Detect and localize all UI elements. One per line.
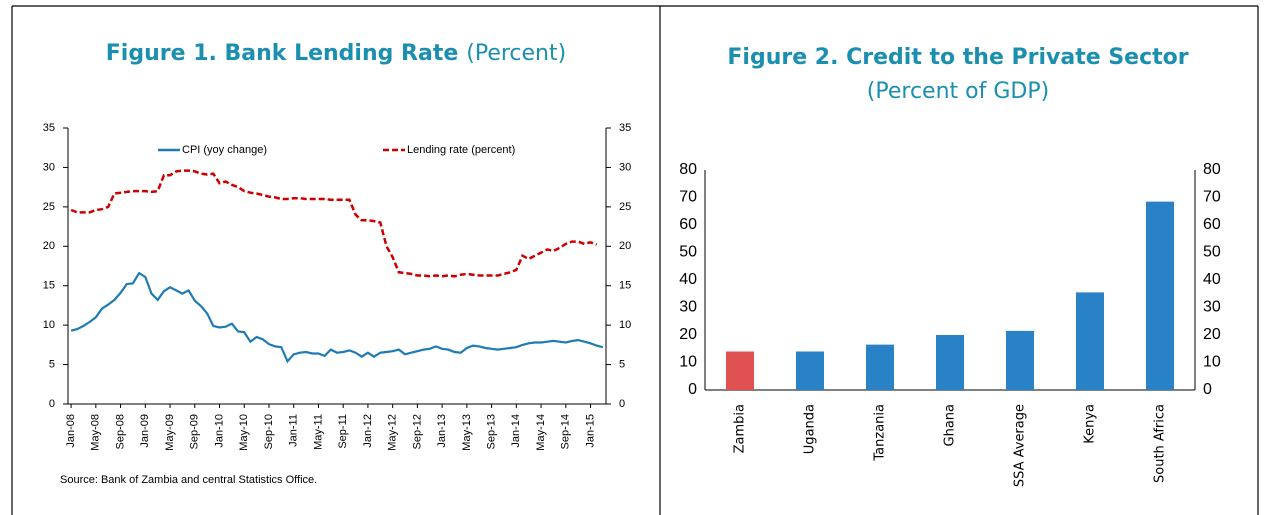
bar	[936, 335, 964, 390]
x-tick-label: Tanzania	[873, 404, 888, 462]
bar	[866, 344, 894, 390]
x-tick-label: Sep-11	[337, 414, 349, 449]
x-tick-label: Uganda	[803, 404, 818, 454]
y2-tick-label: 40	[1203, 271, 1221, 288]
source-note: Source: Bank of Zambia and central Stati…	[60, 474, 317, 486]
x-tick-label: Jan-11	[288, 414, 300, 447]
x-tick-label: South Africa	[1153, 404, 1168, 483]
x-tick-label: Jan-15	[584, 414, 596, 448]
y-tick-label: 50	[679, 244, 697, 261]
y2-tick-label: 0	[1203, 381, 1212, 398]
y2-tick-label: 35	[619, 122, 631, 134]
figure-title: Figure 2. Credit to the Private Sector	[727, 45, 1188, 70]
y-tick-label: 25	[43, 201, 55, 213]
y2-tick-label: 10	[619, 319, 631, 331]
y2-tick-label: 50	[1203, 244, 1221, 261]
bar	[796, 351, 824, 390]
y2-tick-label: 20	[619, 240, 631, 252]
x-tick-label: May-08	[90, 414, 102, 451]
y-tick-label: 20	[679, 326, 697, 343]
x-tick-label: Sep-14	[560, 414, 572, 449]
y2-tick-label: 5	[619, 358, 625, 370]
x-tick-label: Jan-12	[362, 414, 374, 448]
y2-tick-label: 70	[1203, 189, 1221, 206]
y-tick-label: 10	[43, 319, 55, 331]
y-tick-label: 35	[43, 122, 55, 134]
y-tick-label: 30	[43, 161, 55, 173]
data-line	[70, 271, 604, 364]
x-tick-label: Sep-08	[114, 414, 126, 449]
x-tick-label: May-13	[461, 414, 473, 451]
y-tick-label: 5	[49, 358, 55, 370]
figure-title: Figure 1. Bank Lending Rate (Percent)	[106, 41, 566, 66]
y-tick-label: 30	[679, 299, 697, 316]
y2-tick-label: 20	[1203, 326, 1221, 343]
x-tick-label: Jan-10	[213, 414, 225, 448]
bar	[1076, 292, 1104, 390]
y-tick-label: 0	[688, 381, 697, 398]
x-tick-label: May-10	[238, 414, 250, 451]
y2-tick-label: 10	[1203, 354, 1221, 371]
x-tick-label: Kenya	[1083, 404, 1098, 444]
x-tick-label: Jan-08	[65, 414, 77, 448]
y2-tick-label: 30	[1203, 299, 1221, 316]
y-tick-label: 60	[679, 216, 697, 233]
y2-tick-label: 25	[619, 201, 631, 213]
y2-tick-label: 60	[1203, 216, 1221, 233]
x-tick-label: May-11	[312, 414, 324, 450]
y-tick-label: 10	[679, 354, 697, 371]
x-tick-label: Jan-14	[510, 414, 522, 448]
bar	[1146, 201, 1174, 390]
y2-tick-label: 80	[1203, 161, 1221, 178]
x-tick-label: Sep-12	[411, 414, 423, 449]
y-tick-label: 40	[679, 271, 697, 288]
x-tick-label: Jan-13	[436, 414, 448, 448]
frame	[11, 5, 1259, 515]
bar	[726, 351, 754, 390]
x-tick-label: Jan-09	[139, 414, 151, 448]
x-tick-label: Zambia	[733, 404, 748, 453]
x-tick-label: Sep-13	[486, 414, 498, 449]
y-tick-label: 15	[43, 280, 55, 292]
legend-label: CPI (yoy change)	[182, 144, 267, 156]
figure-subtitle: (Percent of GDP)	[867, 79, 1049, 104]
y-tick-label: 80	[679, 161, 697, 178]
x-tick-label: Sep-10	[263, 414, 275, 449]
bar	[1006, 330, 1034, 390]
legend-label: Lending rate (percent)	[407, 144, 515, 156]
x-tick-label: Sep-09	[189, 414, 201, 449]
y-tick-label: 70	[679, 189, 697, 206]
y-tick-label: 20	[43, 240, 55, 252]
y2-tick-label: 30	[619, 161, 631, 173]
y2-tick-label: 0	[619, 398, 625, 410]
data-line	[70, 169, 598, 278]
x-tick-label: May-12	[387, 414, 399, 451]
y2-tick-label: 15	[619, 280, 631, 292]
x-tick-label: May-14	[535, 414, 547, 451]
x-tick-label: May-09	[164, 414, 176, 451]
x-tick-label: SSA Average	[1013, 404, 1028, 487]
y-tick-label: 0	[49, 398, 55, 410]
x-tick-label: Ghana	[943, 404, 958, 447]
